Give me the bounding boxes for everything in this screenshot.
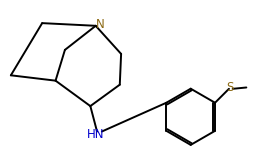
- Text: S: S: [226, 81, 233, 94]
- Text: HN: HN: [87, 128, 104, 141]
- Text: N: N: [96, 18, 105, 31]
